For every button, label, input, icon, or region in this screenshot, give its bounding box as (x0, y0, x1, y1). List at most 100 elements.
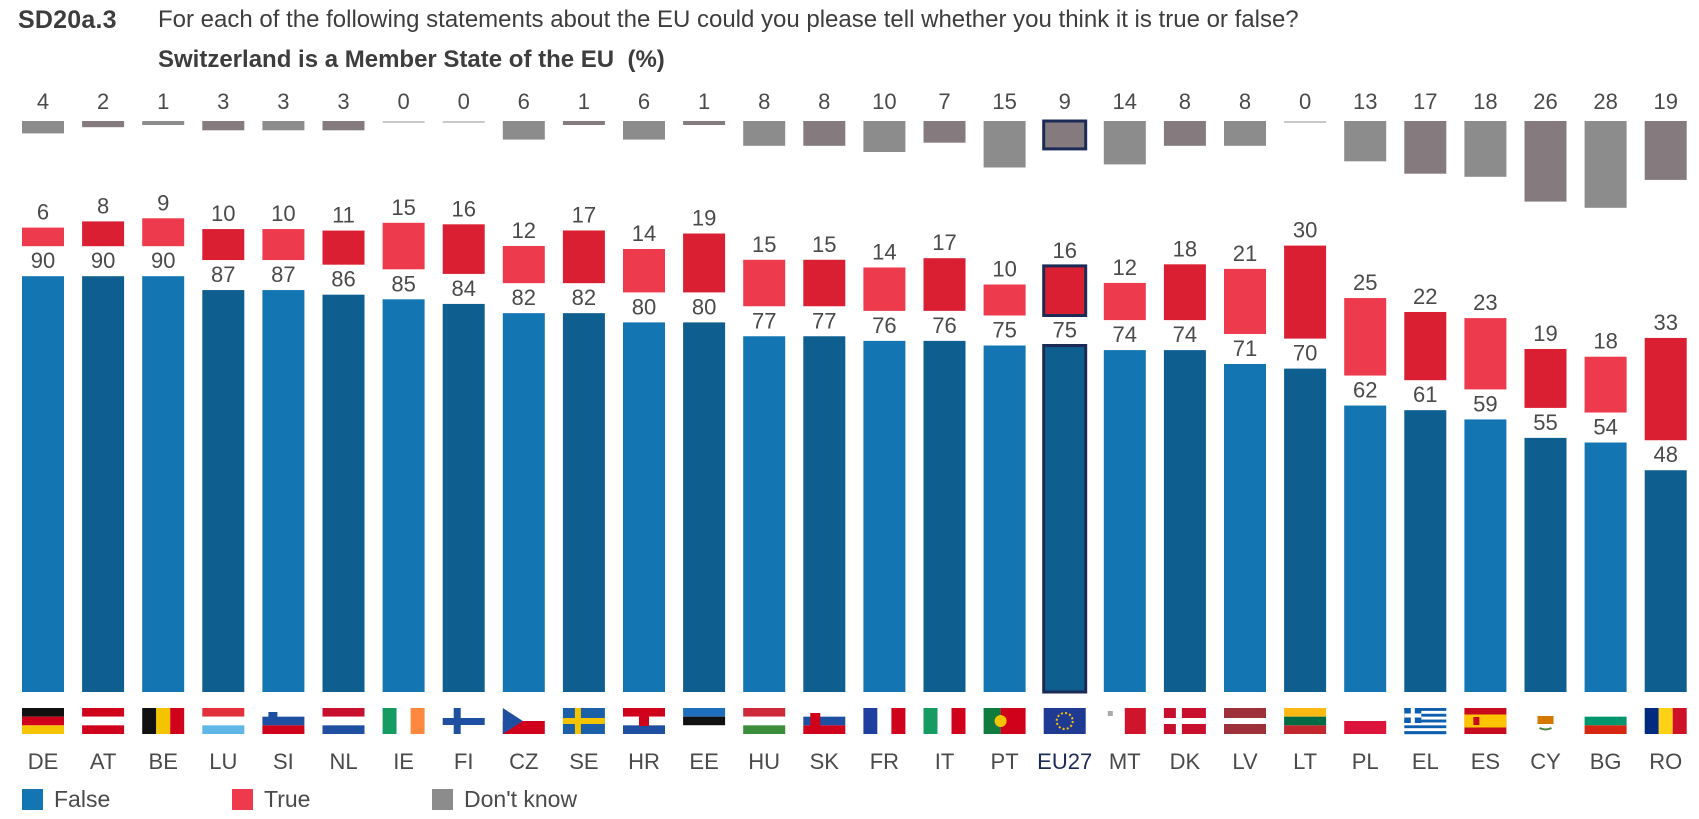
category-label-dk: DK (1170, 749, 1201, 774)
flag-sk-icon (803, 708, 846, 734)
category-label-hu: HU (748, 749, 780, 774)
label-false: 86 (331, 267, 355, 292)
flag-part (1107, 711, 1113, 716)
bar-dont-know (1284, 121, 1327, 123)
bar-true (923, 258, 966, 311)
flag-el-icon (1404, 708, 1447, 735)
flag-part (683, 716, 726, 726)
label-false: 71 (1233, 336, 1257, 361)
bar-dont-know (262, 121, 305, 131)
bar-group-nl: 86 3 11 NL (322, 89, 365, 774)
label-dont-know: 0 (397, 89, 409, 114)
flag-part (1537, 716, 1554, 724)
flag-part (937, 708, 952, 734)
label-dont-know: 9 (1059, 89, 1071, 114)
flag-part (170, 708, 185, 734)
bar-group-de: 90 4 6 DE (22, 89, 64, 774)
label-false: 77 (812, 308, 836, 333)
label-true: 19 (692, 206, 716, 231)
flag-part (863, 708, 878, 734)
bar-group-lv: 71 8 21 LV (1224, 89, 1266, 774)
flag-part (1584, 725, 1627, 734)
flag-part (1043, 708, 1086, 734)
bar-dont-know (322, 121, 365, 131)
label-true: 15 (812, 232, 836, 257)
bar-false (442, 303, 485, 692)
bar-true (743, 259, 786, 307)
flag-fr-icon (863, 708, 906, 734)
bar-group-ro: 48 19 33 RO (1644, 89, 1687, 774)
category-label-bg: BG (1590, 749, 1622, 774)
label-dont-know: 15 (992, 89, 1016, 114)
bar-dont-know (983, 121, 1026, 168)
chart-legend: False True Don't know (22, 786, 922, 816)
label-true: 11 (332, 203, 355, 228)
bar-dont-know (382, 121, 425, 123)
bar-true (1103, 282, 1146, 321)
bar-group-ee: 80 1 19 EE (683, 89, 726, 774)
label-dont-know: 1 (698, 89, 710, 114)
bar-group-fi: 84 0 16 FI (442, 89, 485, 774)
category-label-cz: CZ (509, 749, 538, 774)
flag-es-icon (1464, 708, 1507, 734)
flag-part (202, 708, 245, 717)
label-false: 85 (391, 271, 415, 296)
bar-dont-know (863, 121, 906, 152)
bar-dont-know (1042, 119, 1088, 151)
bar-false (142, 276, 185, 692)
bar-false (1464, 419, 1507, 692)
flag-de-icon (22, 708, 64, 734)
label-true: 14 (872, 239, 896, 264)
bar-false (382, 299, 425, 692)
label-true: 16 (451, 196, 475, 221)
label-dont-know: 18 (1473, 89, 1497, 114)
question-code: SD20a.3 (18, 6, 117, 34)
flag-part (82, 725, 125, 734)
flag-part (1404, 722, 1447, 726)
label-false: 87 (211, 262, 235, 287)
flag-part (562, 718, 605, 724)
label-true: 17 (572, 202, 596, 227)
category-label-lt: LT (1293, 749, 1317, 774)
bar-true (1224, 268, 1266, 334)
label-dont-know: 0 (458, 89, 470, 114)
bar-dont-know (82, 121, 125, 128)
bar-false (683, 322, 726, 692)
flag-ee-icon (683, 708, 726, 734)
flag-part (1404, 710, 1447, 714)
bar-dont-know (1344, 121, 1387, 162)
bar-dont-know (142, 121, 185, 125)
flag-part (1404, 731, 1447, 735)
bar-group-bg: 54 28 18 BG (1584, 89, 1627, 774)
category-label-lv: LV (1232, 749, 1258, 774)
flag-part (1644, 708, 1659, 734)
bar-false (1103, 350, 1146, 692)
flag-part (683, 725, 726, 734)
bar-true (562, 230, 605, 284)
flag-part (268, 712, 278, 722)
bar-group-sk: 77 8 15 SK (803, 89, 846, 774)
category-label-nl: NL (329, 749, 357, 774)
label-false: 77 (752, 308, 776, 333)
flag-part (891, 708, 906, 734)
bar-true (1464, 318, 1507, 390)
category-label-be: BE (149, 749, 178, 774)
category-label-fr: FR (870, 749, 899, 774)
bar-false (1584, 442, 1627, 692)
label-dont-know: 8 (758, 89, 770, 114)
flag-at-icon (82, 708, 125, 734)
bar-true (202, 229, 245, 261)
label-false: 61 (1413, 382, 1437, 407)
label-false: 90 (151, 248, 175, 273)
bar-group-ie: 85 0 15 IE (382, 89, 425, 774)
bar-false (22, 276, 64, 692)
flag-part (1658, 708, 1673, 734)
flag-part (803, 725, 846, 734)
flag-part (1124, 708, 1146, 734)
chart-title: Switzerland is a Member State of the EU … (158, 46, 665, 74)
label-true: 30 (1293, 218, 1317, 243)
bar-dont-know (683, 121, 726, 125)
bar-dont-know (1464, 121, 1507, 177)
label-true: 15 (752, 232, 776, 257)
